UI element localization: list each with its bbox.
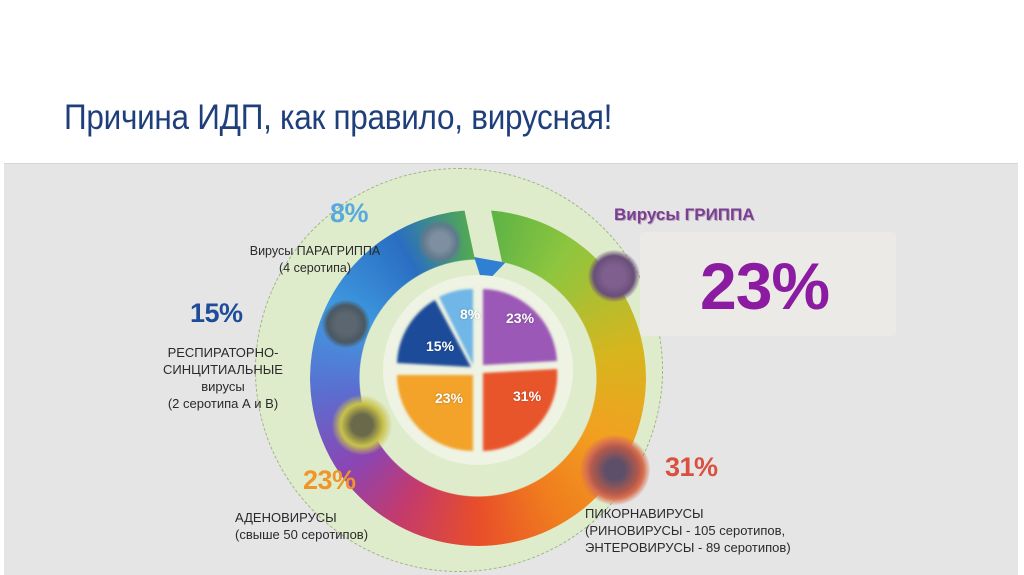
adenovirus-icon <box>332 395 392 455</box>
parainfluenza-detail: (4 серотипа) <box>278 261 351 275</box>
slide-title: Причина ИДП, как правило, вирусная! <box>64 98 613 137</box>
picornavirus-icon <box>580 435 650 505</box>
pie-label-rsv: 15% <box>426 338 455 354</box>
parainfluenza-percent: 8% <box>330 198 369 228</box>
rsv-detail: (2 серотипа А и В) <box>167 396 279 411</box>
pie-slice-picornavirus <box>483 369 558 451</box>
pie-slice-adenovirus <box>397 375 473 451</box>
adenovirus-percent: 23% <box>303 465 356 495</box>
pie-slice-influenza <box>483 289 557 365</box>
picornavirus-name: ПИКОРНАВИРУСЫ <box>585 506 704 521</box>
pie-label-picornavirus: 31% <box>513 388 542 404</box>
influenza-percent: 23% <box>700 249 830 323</box>
picornavirus-detail-line2: ЭНТЕРОВИРУСЫ - 89 серотипов) <box>585 540 791 555</box>
parainfluenza-name: Вирусы ПАРАГРИППА <box>249 244 381 258</box>
parainfluenza-virus-icon <box>418 220 462 264</box>
rsv-name-line1: РЕСПИРАТОРНО- <box>167 345 279 360</box>
influenza-name: Вирусы ГРИППА <box>614 205 755 224</box>
pie-chart <box>397 288 558 451</box>
influenza-virus-icon <box>588 250 640 302</box>
pie-label-adenovirus: 23% <box>435 390 464 406</box>
rsv-name-line2: СИНЦИТИАЛЬНЫЕ <box>163 362 283 377</box>
rsv-virus-icon <box>322 300 370 348</box>
pie-label-influenza: 23% <box>506 310 535 326</box>
rsv-name-line3: вирусы <box>201 379 245 394</box>
picornavirus-percent: 31% <box>665 452 718 482</box>
pie-slice-parainfluenza <box>439 288 473 365</box>
influenza-callout-box <box>640 232 896 336</box>
pie-slice-rsv <box>397 300 471 367</box>
pie-label-parainfluenza: 8% <box>460 306 481 322</box>
adenovirus-detail: (свыше 50 серотипов) <box>235 527 369 542</box>
rsv-percent: 15% <box>190 298 243 328</box>
adenovirus-name: АДЕНОВИРУСЫ <box>235 510 337 525</box>
picornavirus-detail-line1: (РИНОВИРУСЫ - 105 серотипов, <box>585 523 786 538</box>
